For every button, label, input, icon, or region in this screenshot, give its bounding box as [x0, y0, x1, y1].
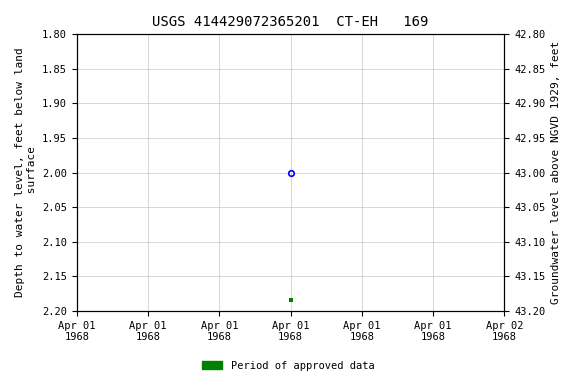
Y-axis label: Groundwater level above NGVD 1929, feet: Groundwater level above NGVD 1929, feet: [551, 41, 561, 304]
Legend: Period of approved data: Period of approved data: [198, 357, 378, 375]
Title: USGS 414429072365201  CT-EH   169: USGS 414429072365201 CT-EH 169: [153, 15, 429, 29]
Y-axis label: Depth to water level, feet below land
 surface: Depth to water level, feet below land su…: [15, 48, 37, 298]
